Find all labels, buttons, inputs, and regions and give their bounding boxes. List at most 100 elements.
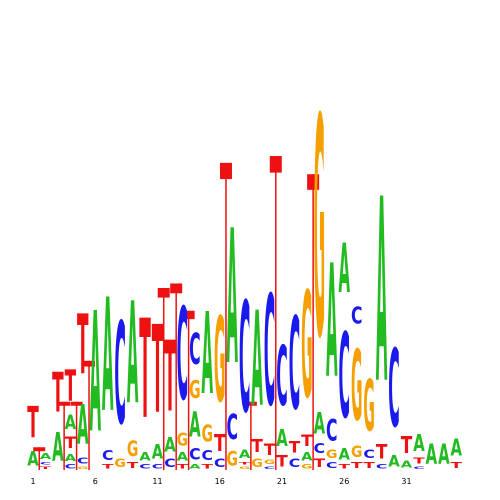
tick-label: 21: [277, 477, 287, 486]
nucleotide-t-glyph: T: [289, 438, 300, 456]
nucleotide-g-glyph: G: [127, 437, 138, 462]
nucleotide-a-glyph: A: [77, 394, 89, 457]
nucleotide-c-glyph: C: [214, 457, 226, 471]
nucleotide-a-glyph: A: [40, 452, 53, 461]
nucleotide-a-glyph: A: [152, 442, 164, 464]
nucleotide-c-glyph: C: [388, 328, 399, 453]
insertion-block: [219, 162, 232, 180]
insertion-block: [269, 156, 282, 173]
nucleotide-g-glyph: G: [326, 448, 337, 462]
nucleotide-a-glyph: A: [202, 288, 213, 420]
nucleotide-c-glyph: C: [202, 448, 213, 464]
nucleotide-c-glyph: C: [289, 291, 301, 438]
insertion-block: [170, 283, 183, 294]
nucleotide-a-glyph: A: [451, 434, 463, 461]
nucleotide-c-glyph: C: [164, 457, 176, 471]
nucleotide-t-glyph: T: [139, 291, 150, 450]
nucleotide-t-glyph: T: [102, 463, 114, 470]
tick-label: 6: [93, 477, 98, 486]
nucleotide-c-glyph: C: [102, 448, 113, 464]
insertion-block: [70, 401, 83, 406]
nucleotide-c-glyph: C: [326, 413, 338, 448]
tick-label: 31: [401, 477, 411, 486]
nucleotide-t-glyph: T: [276, 452, 287, 470]
nucleotide-g-glyph: G: [351, 444, 363, 462]
nucleotide-c-glyph: C: [77, 457, 88, 466]
nucleotide-t-glyph: T: [65, 434, 76, 452]
nucleotide-c-glyph: C: [351, 302, 362, 329]
nucleotide-a-glyph: A: [301, 451, 313, 464]
nucleotide-g-glyph: G: [239, 466, 250, 471]
nucleotide-a-glyph: A: [52, 425, 64, 470]
nucleotide-c-glyph: C: [177, 282, 189, 429]
nucleotide-t-glyph: T: [77, 297, 88, 393]
insertion-markers: [33, 156, 320, 470]
nucleotide-g-glyph: G: [363, 365, 374, 447]
nucleotide-a-glyph: A: [251, 284, 263, 436]
nucleotide-a-glyph: A: [226, 190, 237, 406]
nucleotide-g-glyph: G: [214, 293, 225, 429]
nucleotide-t-glyph: T: [376, 441, 388, 463]
nucleotide-c-glyph: C: [226, 408, 238, 448]
nucleotide-a-glyph: A: [438, 440, 450, 471]
nucleotide-g-glyph: G: [351, 331, 362, 443]
nucleotide-a-glyph: A: [339, 229, 350, 309]
tick-label: 26: [339, 477, 349, 486]
nucleotide-c-glyph: C: [314, 441, 325, 457]
tick-label: 11: [152, 477, 162, 486]
nucleotide-c-glyph: C: [264, 265, 275, 441]
tick-label: 16: [215, 477, 225, 486]
nucleotide-t-glyph: T: [401, 431, 413, 459]
nucleotide-c-glyph: C: [189, 445, 201, 463]
nucleotide-t-glyph: T: [239, 461, 251, 465]
nucleotide-t-glyph: T: [363, 462, 375, 471]
nucleotide-t-glyph: T: [177, 463, 189, 470]
nucleotide-a-glyph: A: [164, 435, 176, 457]
nucleotide-g-glyph: G: [264, 459, 276, 466]
position-axis: 1 6 11 16 21 26 31: [30, 477, 411, 486]
nucleotide-c-glyph: C: [363, 448, 375, 462]
nucleotide-a-glyph: A: [413, 429, 425, 456]
nucleotide-g-glyph: G: [301, 263, 312, 432]
nucleotide-a-glyph: A: [239, 448, 251, 461]
nucleotide-g-glyph: G: [251, 457, 262, 471]
nucleotide-t-glyph: T: [451, 462, 463, 471]
nucleotide-a-glyph: A: [127, 274, 138, 436]
nucleotide-c-glyph: C: [139, 463, 150, 470]
nucleotide-g-glyph: G: [77, 466, 88, 471]
nucleotide-t-glyph: T: [264, 441, 275, 459]
insertion-block: [182, 310, 195, 320]
nucleotide-t-glyph: T: [152, 301, 164, 441]
nucleotide-a-glyph: A: [189, 405, 201, 445]
insertion-block: [58, 401, 71, 406]
nucleotide-c-glyph: C: [264, 465, 275, 470]
nucleotide-c-glyph: C: [339, 309, 350, 445]
tick-label: 1: [30, 477, 35, 486]
nucleotide-g-glyph: G: [177, 429, 189, 450]
nucleotide-a-glyph: A: [189, 463, 201, 470]
nucleotide-a-glyph: A: [388, 452, 400, 470]
nucleotide-a-glyph: A: [65, 452, 77, 464]
nucleotide-c-glyph: C: [40, 461, 51, 466]
nucleotide-t-glyph: T: [339, 463, 351, 470]
nucleotide-t-glyph: T: [65, 361, 76, 411]
nucleotide-a-glyph: A: [401, 458, 413, 470]
nucleotide-a-glyph: A: [426, 440, 438, 471]
insertion-block: [33, 447, 46, 452]
insertion-block: [307, 174, 320, 190]
nucleotide-c-glyph: C: [65, 463, 76, 470]
nucleotide-t-glyph: T: [214, 429, 226, 457]
insertion-block: [157, 288, 170, 298]
nucleotide-a-glyph: A: [177, 451, 189, 464]
nucleotide-a-glyph: A: [326, 232, 337, 414]
nucleotide-g-glyph: G: [202, 420, 213, 448]
nucleotide-c-glyph: C: [189, 324, 200, 374]
nucleotide-c-glyph: C: [413, 465, 424, 470]
nucleotide-t-glyph: T: [52, 361, 64, 424]
nucleotide-g-glyph: G: [314, 56, 325, 406]
nucleotide-c-glyph: C: [289, 457, 301, 471]
nucleotide-t-glyph: T: [351, 462, 363, 471]
nucleotide-a-glyph: A: [314, 408, 326, 441]
